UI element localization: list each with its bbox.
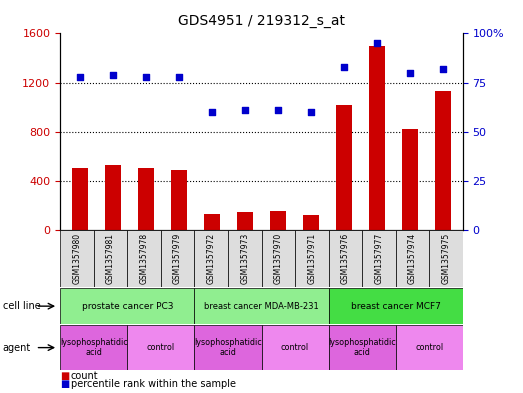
Point [373,40,381,46]
Text: GSM1357978: GSM1357978 [140,233,149,284]
Bar [161,230,195,287]
Text: GSM1357973: GSM1357973 [240,233,249,284]
Bar [94,230,127,287]
Bar [435,91,451,230]
Point [406,70,414,76]
Point [109,72,117,78]
Text: control: control [415,343,444,352]
Bar [60,230,94,287]
Text: GSM1357979: GSM1357979 [173,233,182,284]
Text: count: count [71,371,98,381]
Bar [72,169,88,230]
Bar [336,105,353,230]
Point [439,66,447,72]
Text: control: control [147,343,175,352]
Text: cell line: cell line [3,301,40,311]
Text: lysophosphatidic
acid: lysophosphatidic acid [60,338,128,357]
Bar [328,288,463,324]
Point [274,107,282,113]
Text: GSM1357981: GSM1357981 [106,233,115,284]
Bar [237,212,253,230]
Bar [429,230,463,287]
Bar [60,325,127,370]
Text: breast cancer MCF7: breast cancer MCF7 [351,302,441,310]
Bar [362,230,396,287]
Bar [105,165,121,230]
Text: prostate cancer PC3: prostate cancer PC3 [82,302,173,310]
Bar [369,46,385,230]
Bar [303,215,319,230]
Bar [396,230,429,287]
Bar [328,230,362,287]
Bar [396,325,463,370]
Bar [204,214,220,230]
Bar [195,288,328,324]
Text: GSM1357972: GSM1357972 [207,233,215,284]
Text: GSM1357977: GSM1357977 [374,233,383,284]
Point [175,73,183,80]
Text: lysophosphatidic
acid: lysophosphatidic acid [194,338,262,357]
Bar [295,230,328,287]
Text: GSM1357980: GSM1357980 [72,233,82,284]
Text: agent: agent [3,343,31,353]
Bar [170,170,187,230]
Bar [262,230,295,287]
Point [142,73,150,80]
Bar [262,325,328,370]
Bar [60,288,195,324]
Text: GSM1357971: GSM1357971 [308,233,316,284]
Bar [127,325,195,370]
Text: GSM1357975: GSM1357975 [441,233,451,284]
Point [241,107,249,113]
Point [307,109,315,115]
Point [76,73,84,80]
Text: ■: ■ [60,379,70,389]
Text: GSM1357976: GSM1357976 [341,233,350,284]
Text: breast cancer MDA-MB-231: breast cancer MDA-MB-231 [204,302,319,310]
Bar [402,129,418,230]
Text: control: control [281,343,309,352]
Text: GSM1357974: GSM1357974 [408,233,417,284]
Bar [127,230,161,287]
Bar [270,211,286,230]
Bar [195,325,262,370]
Text: GDS4951 / 219312_s_at: GDS4951 / 219312_s_at [178,14,345,28]
Text: GSM1357970: GSM1357970 [274,233,283,284]
Bar [138,169,154,230]
Text: lysophosphatidic
acid: lysophosphatidic acid [328,338,396,357]
Bar [228,230,262,287]
Point [208,109,216,115]
Bar [328,325,396,370]
Bar [195,230,228,287]
Text: ■: ■ [60,371,70,381]
Text: percentile rank within the sample: percentile rank within the sample [71,379,235,389]
Point [340,64,348,70]
